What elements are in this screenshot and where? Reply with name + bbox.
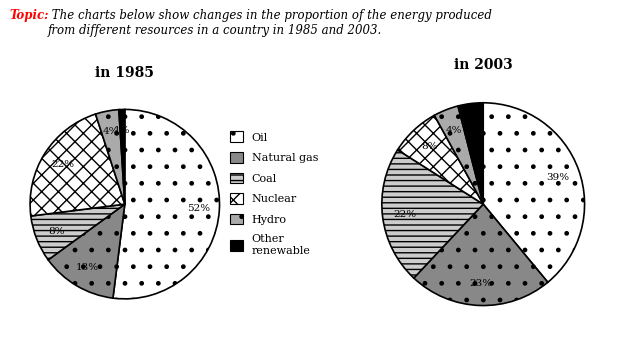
Wedge shape xyxy=(48,204,125,298)
Text: 23%: 23% xyxy=(469,279,492,288)
Text: The charts below show changes in the proportion of the energy produced
from diff: The charts below show changes in the pro… xyxy=(48,9,492,37)
Text: 13%: 13% xyxy=(76,263,99,272)
Wedge shape xyxy=(119,109,125,204)
Title: in 2003: in 2003 xyxy=(454,58,513,72)
Text: 39%: 39% xyxy=(546,173,569,182)
Wedge shape xyxy=(483,103,584,282)
Wedge shape xyxy=(31,204,125,260)
Wedge shape xyxy=(414,204,548,306)
Text: 4%: 4% xyxy=(102,127,119,136)
Wedge shape xyxy=(397,115,483,204)
Wedge shape xyxy=(95,109,125,204)
Text: Topic:: Topic: xyxy=(10,9,49,22)
Legend: Oil, Natural gas, Coal, Nuclear, Hydro, Other
renewable: Oil, Natural gas, Coal, Nuclear, Hydro, … xyxy=(230,131,318,256)
Wedge shape xyxy=(435,106,483,204)
Text: 4%: 4% xyxy=(465,121,481,130)
Text: 8%: 8% xyxy=(421,142,437,151)
Text: 22%: 22% xyxy=(51,160,74,169)
Title: in 1985: in 1985 xyxy=(95,67,154,80)
Text: 52%: 52% xyxy=(187,204,210,213)
Wedge shape xyxy=(113,109,220,299)
Text: 1%: 1% xyxy=(114,126,131,135)
Text: 4%: 4% xyxy=(446,126,462,135)
Wedge shape xyxy=(30,114,125,216)
Text: 22%: 22% xyxy=(393,209,416,219)
Wedge shape xyxy=(382,150,483,278)
Text: 8%: 8% xyxy=(48,227,65,236)
Wedge shape xyxy=(458,103,483,204)
